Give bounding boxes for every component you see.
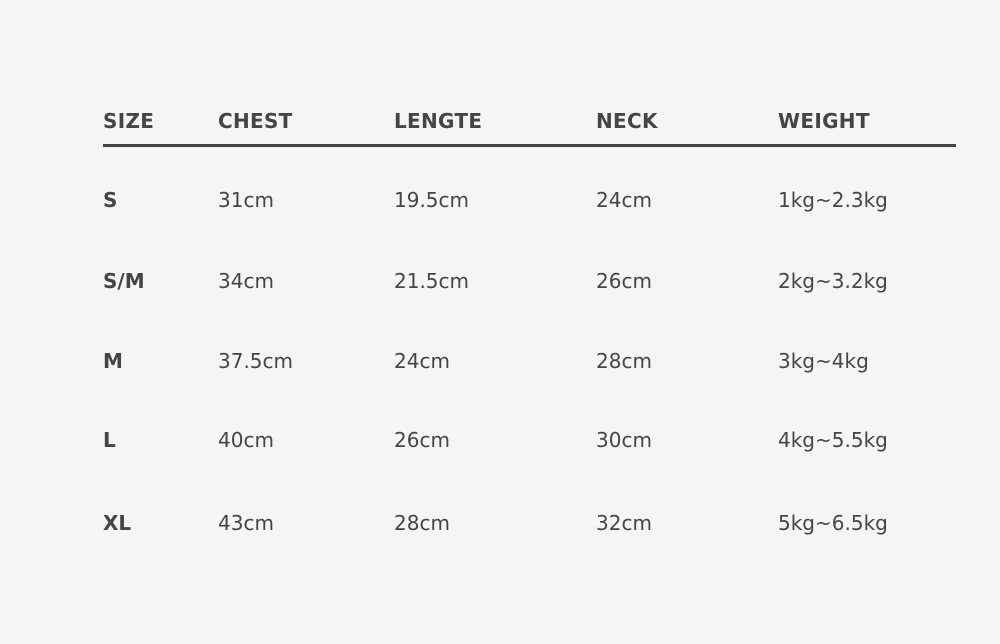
cell-chest: 40cm <box>218 428 274 452</box>
column-header-size: SIZE <box>103 109 155 133</box>
cell-size: M <box>103 349 123 373</box>
column-header-weight: WEIGHT <box>778 109 870 133</box>
cell-size: S <box>103 188 118 212</box>
cell-chest: 43cm <box>218 511 274 535</box>
column-header-neck: NECK <box>596 109 658 133</box>
header-divider <box>103 144 956 147</box>
cell-size: L <box>103 428 116 452</box>
cell-neck: 26cm <box>596 269 652 293</box>
cell-chest: 31cm <box>218 188 274 212</box>
cell-weight: 2kg~3.2kg <box>778 269 888 293</box>
cell-length: 19.5cm <box>394 188 470 212</box>
cell-size: S/M <box>103 269 145 293</box>
cell-chest: 34cm <box>218 269 274 293</box>
cell-length: 28cm <box>394 511 450 535</box>
column-header-chest: CHEST <box>218 109 293 133</box>
cell-chest: 37.5cm <box>218 349 294 373</box>
cell-weight: 5kg~6.5kg <box>778 511 888 535</box>
cell-neck: 24cm <box>596 188 652 212</box>
cell-weight: 4kg~5.5kg <box>778 428 888 452</box>
cell-neck: 28cm <box>596 349 652 373</box>
cell-neck: 30cm <box>596 428 652 452</box>
cell-length: 24cm <box>394 349 450 373</box>
cell-weight: 3kg~4kg <box>778 349 869 373</box>
cell-length: 21.5cm <box>394 269 470 293</box>
column-header-length: LENGTE <box>394 109 483 133</box>
cell-neck: 32cm <box>596 511 652 535</box>
cell-length: 26cm <box>394 428 450 452</box>
cell-size: XL <box>103 511 132 535</box>
cell-weight: 1kg~2.3kg <box>778 188 888 212</box>
